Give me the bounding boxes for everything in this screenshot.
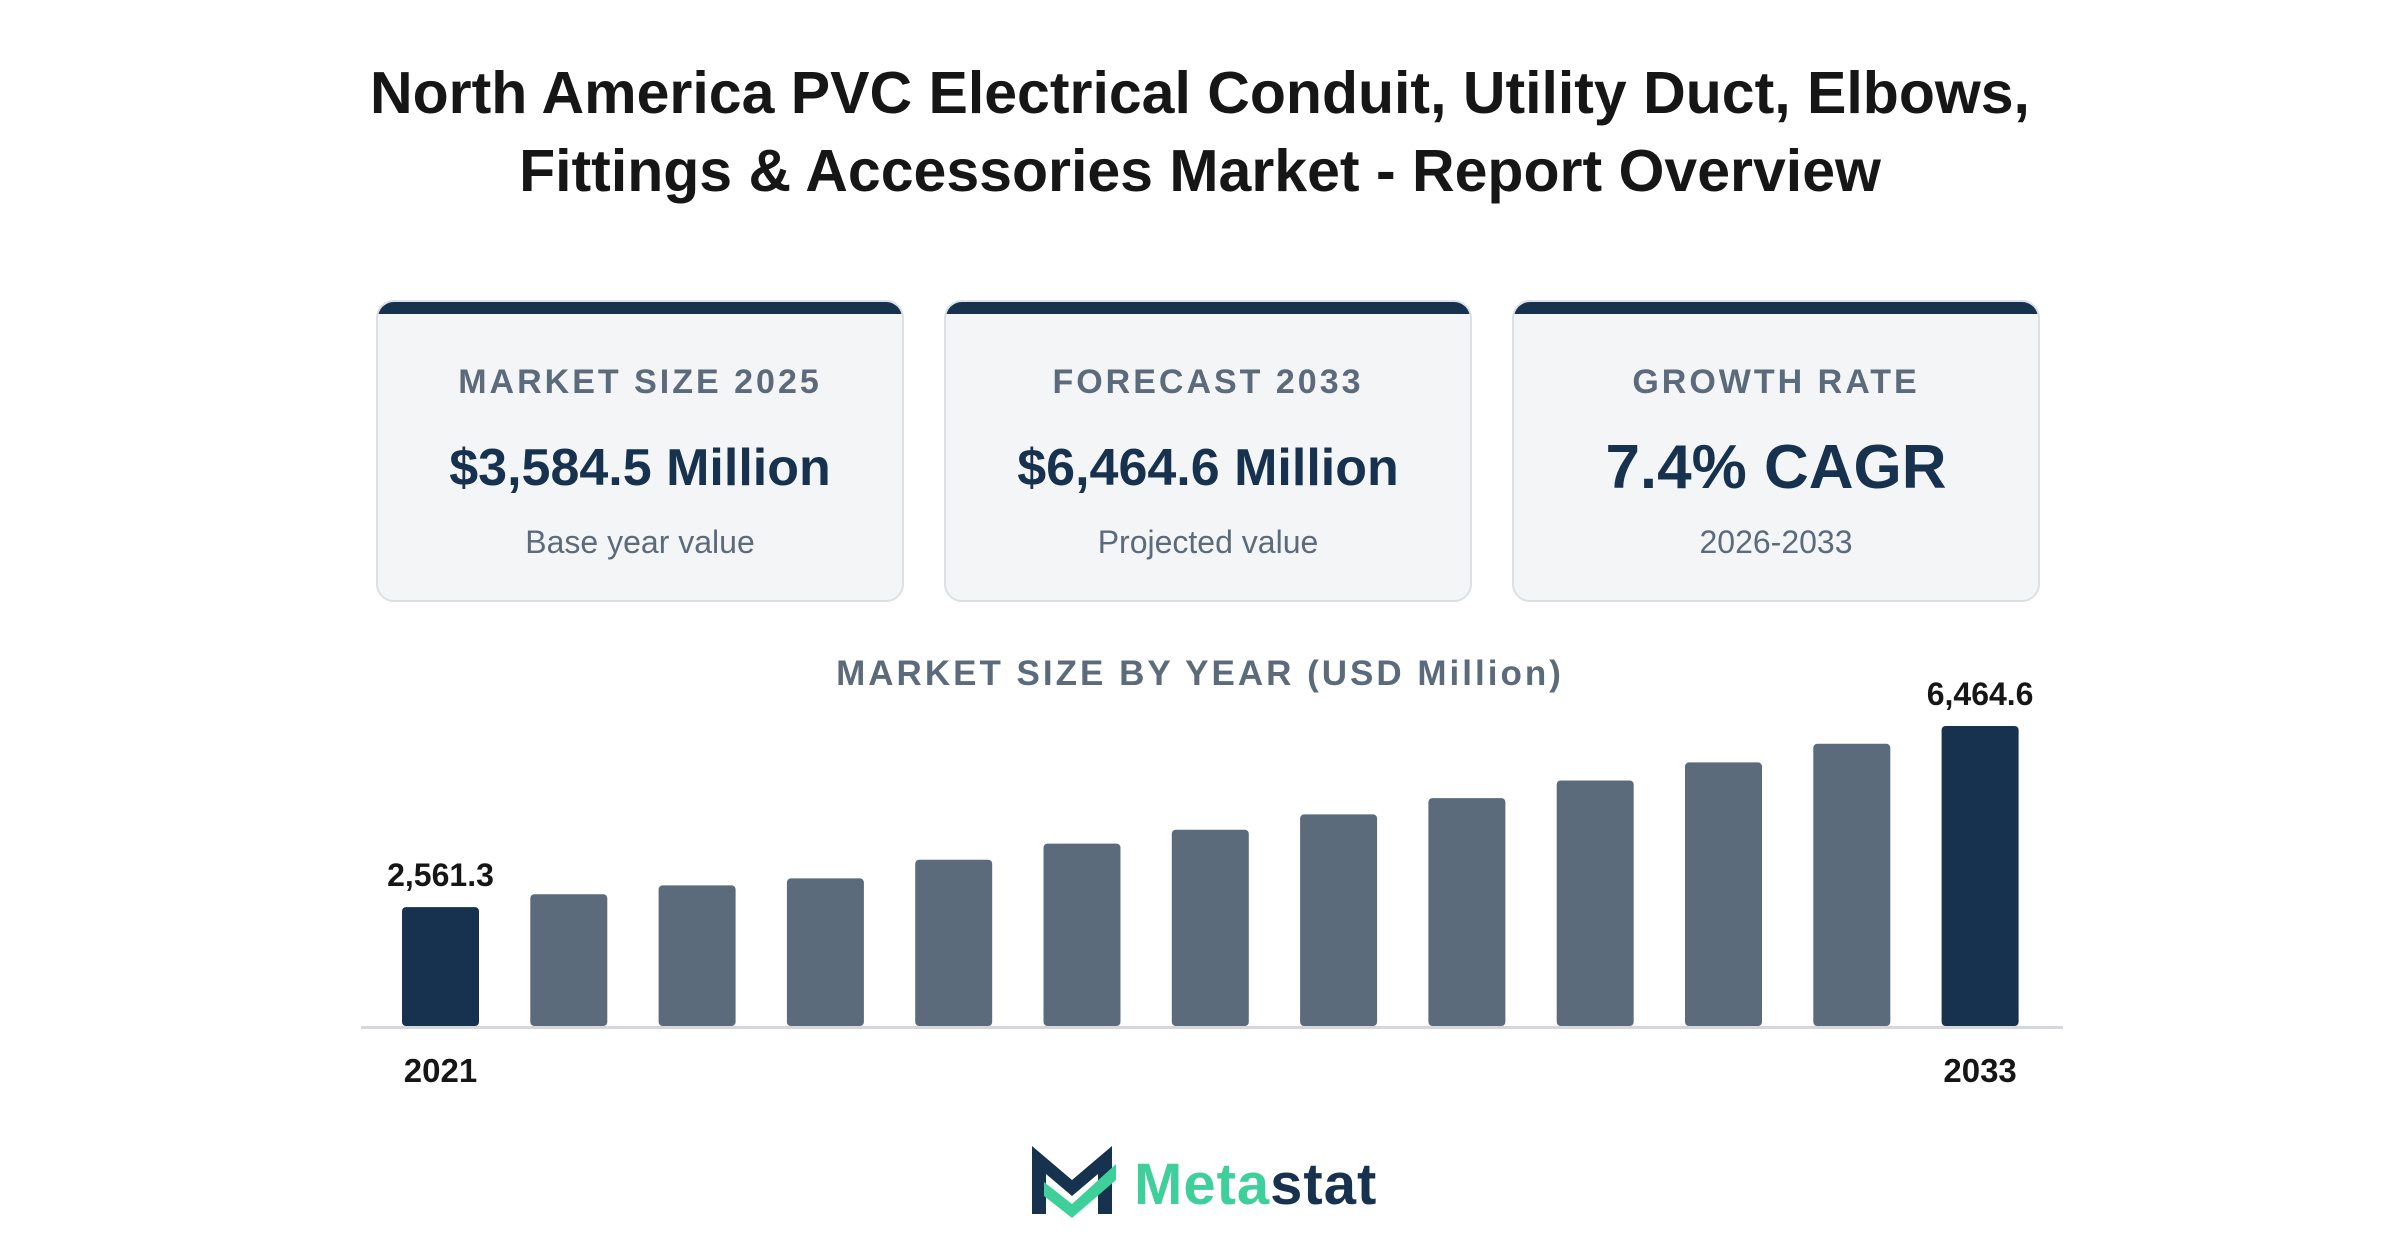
bar-2031 <box>1685 762 1762 1026</box>
bar-2027 <box>1171 829 1249 1026</box>
card-value: $3,584.5 Million <box>449 439 831 497</box>
bar-2021 <box>402 907 479 1026</box>
page-title: North America PVC Electrical Conduit, Ut… <box>0 54 2400 210</box>
card-subtext: Base year value <box>525 524 755 560</box>
data-label-group: 2,561.3 6,464.6 <box>387 676 2033 893</box>
card-label: GROWTH RATE <box>1632 363 1920 401</box>
data-label-2021: 2,561.3 <box>387 857 494 893</box>
tick-label-group: 2021 2033 <box>404 1052 2017 1089</box>
card-value: 7.4% CAGR <box>1605 433 1947 502</box>
forecast-card: FORECAST 2033 $6,464.6 Million Projected… <box>944 300 1472 602</box>
bar-2026 <box>1043 843 1121 1026</box>
logo-text-part-2: stat <box>1270 1152 1378 1217</box>
card-value: $6,464.6 Million <box>1017 439 1399 497</box>
chart-title: MARKET SIZE BY YEAR (USD Million) <box>836 654 1564 693</box>
card-subtext: 2026-2033 <box>1699 524 1853 560</box>
card-label: MARKET SIZE 2025 <box>458 363 822 401</box>
bar-2024 <box>786 878 864 1026</box>
data-label-2033: 6,464.6 <box>1927 676 2034 712</box>
bar-2033 <box>1941 726 2019 1026</box>
page-title-line-1: North America PVC Electrical Conduit, Ut… <box>370 60 2030 126</box>
card-accent-bar <box>1514 302 2038 314</box>
market-size-bar-chart: 2,561.3 6,464.6 2021 2033 <box>361 676 2063 1089</box>
bar-2029 <box>1428 798 1506 1026</box>
page-title-line-2: Fittings & Accessories Market - Report O… <box>519 138 1881 204</box>
bar-2025 <box>915 859 993 1026</box>
bar-2028 <box>1300 814 1378 1026</box>
card-subtext: Projected value <box>1097 524 1319 560</box>
card-label: FORECAST 2033 <box>1052 363 1364 401</box>
market-size-card: MARKET SIZE 2025 $3,584.5 Million Base y… <box>376 300 904 602</box>
bar-2030 <box>1556 780 1634 1026</box>
card-accent-bar <box>946 302 1470 314</box>
bar-group <box>402 726 2019 1026</box>
x-tick-2033: 2033 <box>1943 1052 2016 1089</box>
card-accent-bar <box>378 302 902 314</box>
metastat-logo-icon <box>1032 1146 1116 1218</box>
growth-rate-card: GROWTH RATE 7.4% CAGR 2026-2033 <box>1512 300 2040 602</box>
bar-2032 <box>1813 743 1891 1026</box>
bar-2023 <box>658 885 736 1026</box>
logo-text-part-1: Meta <box>1134 1152 1271 1217</box>
x-tick-2021: 2021 <box>404 1052 477 1089</box>
logo-wordmark: Metastat <box>1134 1151 1377 1218</box>
bar-2022 <box>530 894 608 1026</box>
